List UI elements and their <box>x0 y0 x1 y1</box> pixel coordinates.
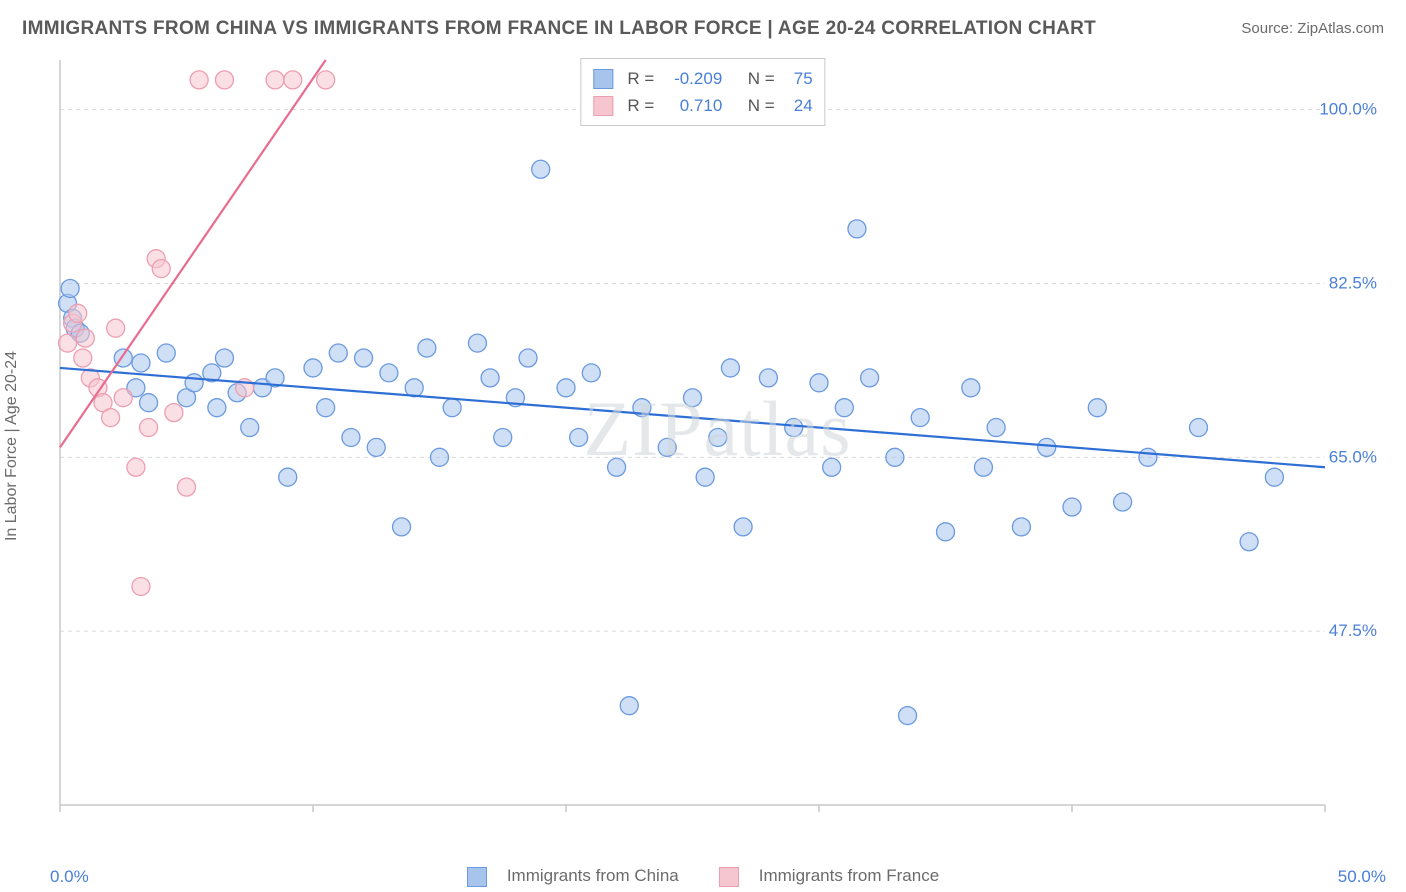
r-value: 0.710 <box>662 92 722 119</box>
r-value: -0.209 <box>662 65 722 92</box>
correlation-stats-legend: R = -0.209 N = 75 R = 0.710 N = 24 <box>580 58 825 126</box>
r-label: R = <box>627 92 654 119</box>
n-label: N = <box>748 92 775 119</box>
legend-swatch <box>593 96 613 116</box>
svg-text:82.5%: 82.5% <box>1329 274 1377 293</box>
y-axis-label: In Labor Force | Age 20-24 <box>3 351 21 541</box>
svg-text:47.5%: 47.5% <box>1329 621 1377 640</box>
svg-text:65.0%: 65.0% <box>1329 447 1377 466</box>
n-label: N = <box>748 65 775 92</box>
legend-swatch <box>593 69 613 89</box>
x-tick-max: 50.0% <box>1338 867 1386 887</box>
scatter-plot-svg: 47.5% 65.0% 82.5% 100.0% <box>50 55 1385 835</box>
stats-row: R = -0.209 N = 75 <box>593 65 812 92</box>
source-attribution: Source: ZipAtlas.com <box>1241 20 1384 37</box>
n-value: 24 <box>783 92 813 119</box>
svg-text:100.0%: 100.0% <box>1319 100 1377 119</box>
chart-title: IMMIGRANTS FROM CHINA VS IMMIGRANTS FROM… <box>22 18 1096 40</box>
x-tick-min: 0.0% <box>50 867 89 887</box>
chart-plot-area: 47.5%65.0%82.5%100.0% ZIPatlas <box>50 55 1385 835</box>
source-name: ZipAtlas.com <box>1297 20 1384 37</box>
x-axis-labels: 0.0% 50.0% <box>50 867 1386 887</box>
r-label: R = <box>627 65 654 92</box>
n-value: 75 <box>783 65 813 92</box>
stats-row: R = 0.710 N = 24 <box>593 92 812 119</box>
source-label: Source: <box>1241 20 1297 37</box>
